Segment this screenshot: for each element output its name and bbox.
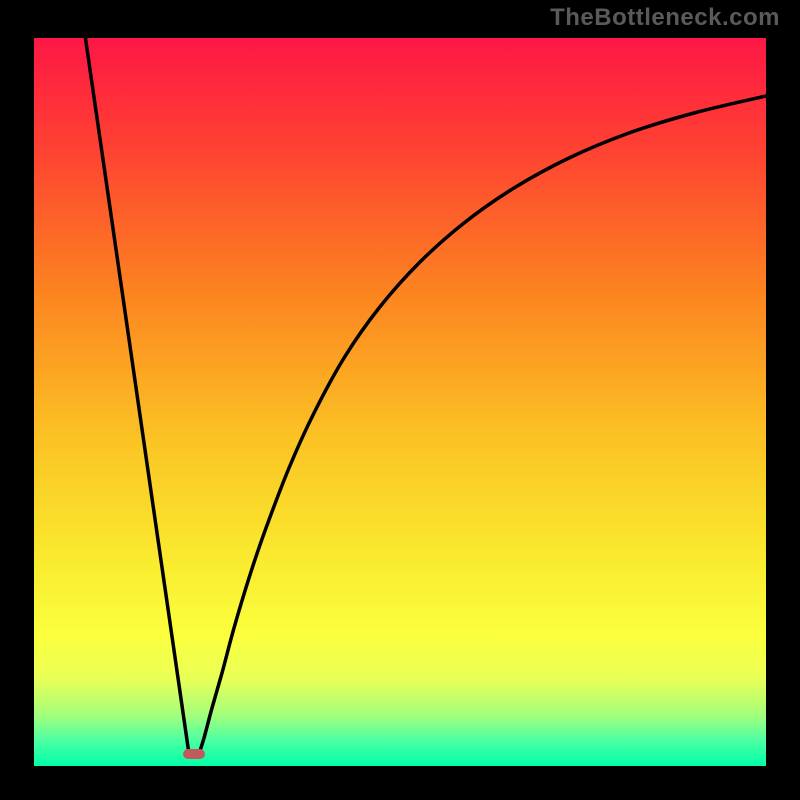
plot-svg — [34, 38, 766, 766]
optimum-marker — [183, 749, 205, 759]
plot-area — [34, 38, 766, 766]
chart-frame: TheBottleneck.com — [0, 0, 800, 800]
gradient-background — [34, 38, 766, 766]
watermark-text: TheBottleneck.com — [550, 4, 780, 32]
